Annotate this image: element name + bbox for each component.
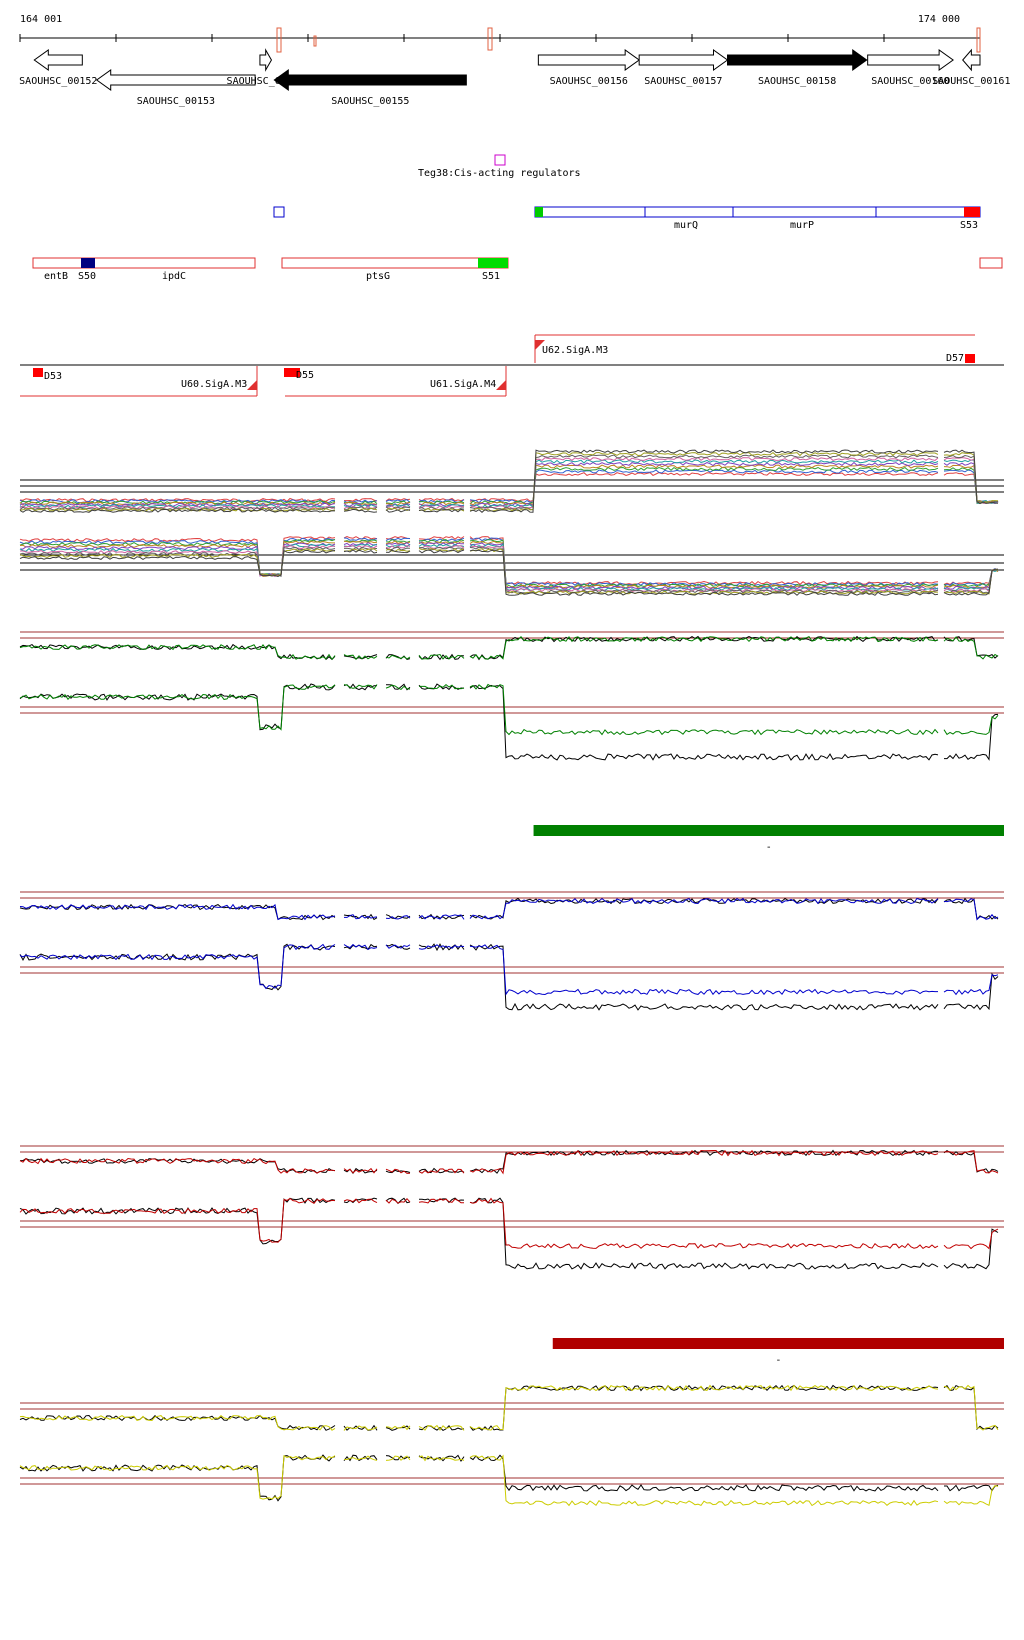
expression-line <box>19 539 999 588</box>
operon-entB-ipdC[interactable] <box>32 257 256 269</box>
regulator-feature: Teg38:Cis-acting regulators <box>418 154 581 179</box>
expression-line <box>19 943 999 1011</box>
operon-label: S50 <box>78 271 96 282</box>
operon-marker <box>273 206 285 218</box>
transcript-label: U60.SigA.M3 <box>181 379 247 390</box>
regulator-box[interactable] <box>494 154 506 166</box>
condition-bar <box>552 1338 1004 1349</box>
gene-label: SAOUHSC_00155 <box>331 96 409 107</box>
expression-line <box>20 542 999 590</box>
gene-label: SAOUHSC_00160 <box>871 76 949 87</box>
operon-label: S51 <box>482 271 500 282</box>
gene-track: SAOUHSC_00152 SAOUHSC_00153 SAOUHSC_00154 S… <box>19 48 1010 107</box>
gene-arrow[interactable] <box>95 69 256 91</box>
gene-label: SAOUHSC_00156 <box>550 76 628 87</box>
transcript-block <box>33 368 43 377</box>
gene-label: SAOUHSC_00154 <box>227 76 305 87</box>
gene-arrow[interactable] <box>962 48 981 72</box>
operon-block <box>81 258 95 268</box>
feature-marker <box>276 27 282 53</box>
operon-ptsG[interactable] <box>281 257 509 269</box>
expression-line <box>19 1197 999 1250</box>
expression-line <box>19 449 999 513</box>
expression-line <box>19 540 999 589</box>
expression-line <box>19 1384 999 1432</box>
expression-line <box>19 454 999 511</box>
expression-profiles <box>19 449 1004 1507</box>
operon-label: murP <box>790 220 814 231</box>
expression-line <box>19 943 999 996</box>
gene-arrow[interactable] <box>867 49 954 71</box>
condition-bar-label: - <box>766 842 772 853</box>
axis-start-label: 164 001 <box>20 14 62 25</box>
transcript-label: D55 <box>296 370 314 381</box>
expression-line <box>19 469 999 505</box>
transcript-track: U62.SigA.M3 D57 D53 U60.SigA.M3 D55 U61.… <box>20 334 1004 397</box>
operon-label: S53 <box>960 220 978 231</box>
transcript-block <box>284 368 300 377</box>
expression-line <box>19 1384 999 1431</box>
expression-line <box>19 1454 999 1507</box>
condition-bar <box>533 825 1004 836</box>
condition-bar-label: - <box>775 1355 781 1366</box>
operon-label: entB <box>44 271 68 282</box>
gene-arrow[interactable] <box>273 69 467 91</box>
coordinate-axis: 164 001 174 000 <box>19 14 981 53</box>
gene-label: SAOUHSC_00158 <box>758 76 836 87</box>
gene-label: SAOUHSC_00153 <box>137 96 215 107</box>
gene-arrow[interactable] <box>259 48 273 72</box>
operon-end-block <box>964 207 980 217</box>
operon-start-block <box>535 207 543 217</box>
transcript-label: D53 <box>44 371 62 382</box>
regulator-label: Teg38:Cis-acting regulators <box>418 168 581 179</box>
expression-line <box>19 546 999 594</box>
transcript-block <box>965 354 975 363</box>
transcript-label: D57 <box>946 353 964 364</box>
expression-line <box>19 1149 999 1175</box>
gene-label: SAOUHSC_00152 <box>19 76 97 87</box>
feature-marker <box>976 27 981 53</box>
operon-murQ-murP[interactable] <box>534 206 981 218</box>
operon-block <box>478 258 508 268</box>
expression-line <box>19 683 999 761</box>
operon-label: murQ <box>674 220 698 231</box>
gene-arrow[interactable] <box>726 49 868 71</box>
feature-marker <box>313 35 317 47</box>
gene-arrow[interactable] <box>638 49 729 71</box>
gene-label: SAOUHSC_00161 <box>932 76 1010 87</box>
expression-line <box>19 897 999 921</box>
operon-track: murQ murP S53 entB S50 ipdC ptsG S51 <box>32 206 1003 282</box>
expression-line <box>19 548 999 595</box>
feature-marker <box>487 27 493 51</box>
expression-line <box>19 1197 999 1270</box>
operon-label: ptsG <box>366 271 390 282</box>
expression-line <box>19 549 998 596</box>
expression-line <box>19 537 999 587</box>
transcript-label: U62.SigA.M3 <box>542 345 608 356</box>
gene-label: SAOUHSC_00157 <box>644 76 722 87</box>
gene-arrow[interactable] <box>537 49 641 71</box>
expression-line <box>19 683 999 736</box>
expression-line <box>19 472 999 503</box>
condition-bars: -- <box>533 825 1004 1366</box>
axis-end-label: 174 000 <box>918 14 960 25</box>
operon-partial <box>979 257 1003 269</box>
operon-label: ipdC <box>162 271 186 282</box>
expression-line <box>19 635 999 661</box>
gene-arrow[interactable] <box>33 49 83 71</box>
transcript-label: U61.SigA.M4 <box>430 379 496 390</box>
